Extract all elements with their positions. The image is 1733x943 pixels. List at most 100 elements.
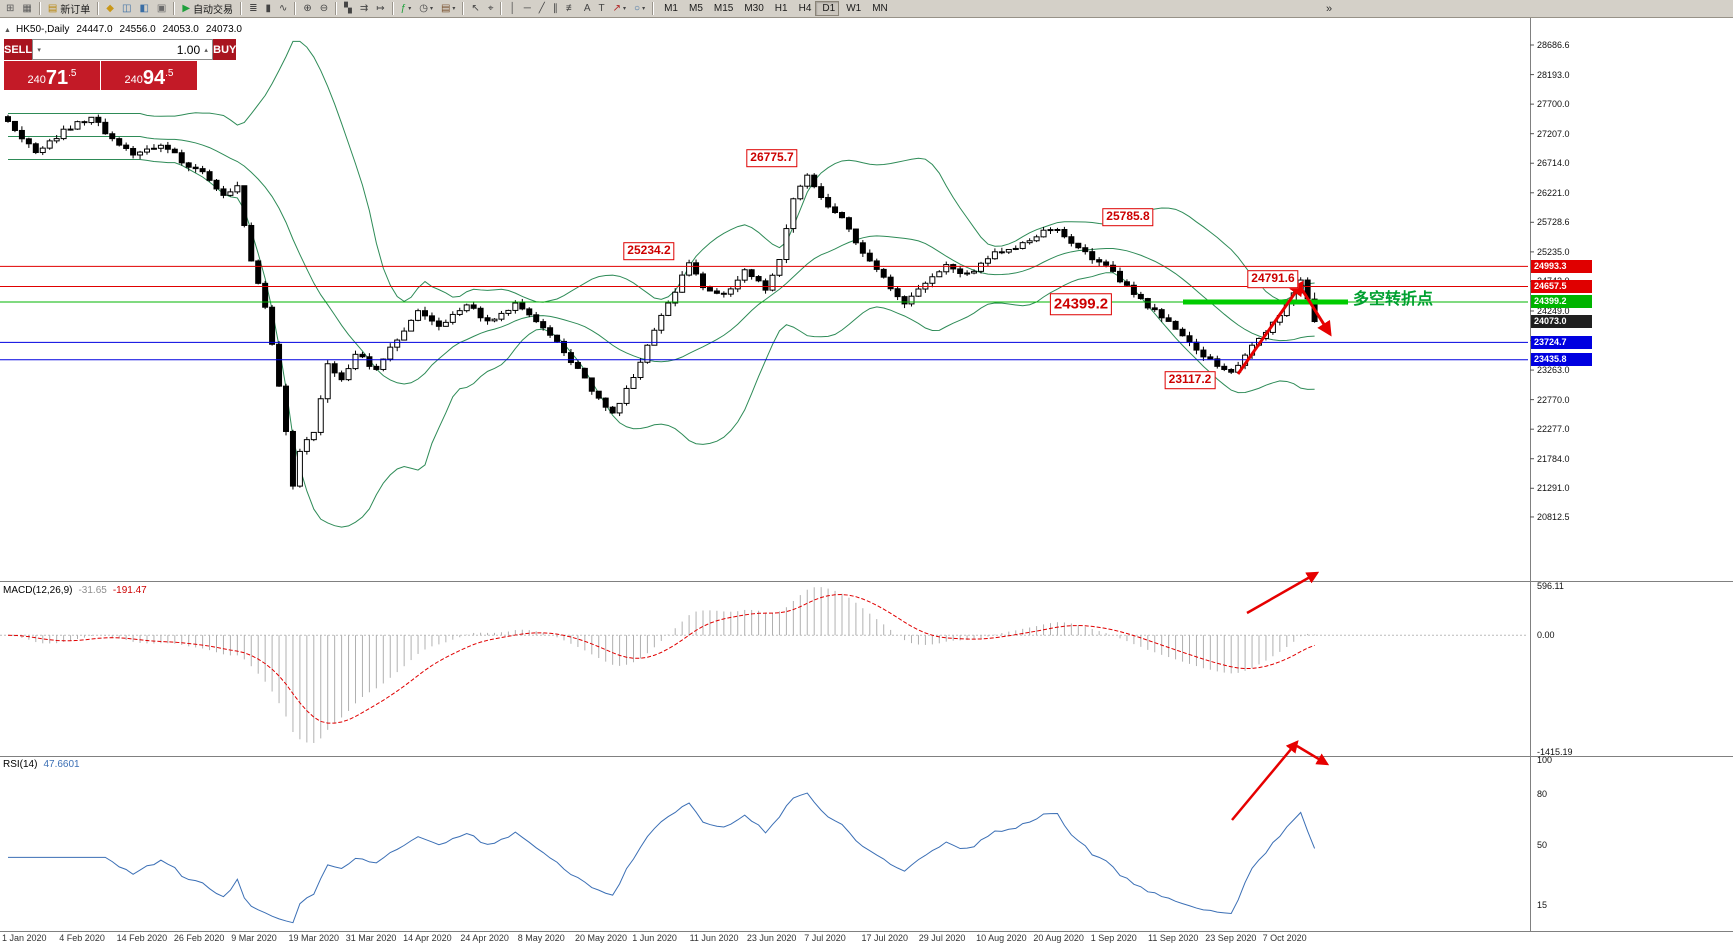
macd-indicator-label: MACD(12,26,9) -31.65 -191.47 [3, 585, 147, 596]
price-callout-25234.2[interactable]: 25234.2 [623, 242, 675, 260]
auto-trading-button[interactable]: ▶ 自动交易 [178, 1, 237, 16]
sell-button[interactable]: SELL [4, 39, 33, 60]
cursor-icon[interactable]: ↖ [467, 1, 483, 16]
price-callout-26775.7[interactable]: 26775.7 [746, 149, 798, 167]
periods-icon[interactable]: ◷ ▾ [415, 1, 437, 16]
tf-m1-button[interactable]: M1 [657, 1, 682, 16]
shapes-icon[interactable]: ○ ▾ [630, 1, 649, 16]
y-axis-label: 24249.0 [1537, 305, 1570, 316]
tf-m5-button[interactable]: M5 [682, 1, 707, 16]
y-axis-label: 27207.0 [1537, 128, 1570, 139]
bid-price-small: 240 [27, 74, 46, 86]
zoom-in-icon[interactable]: ⊕ [299, 1, 315, 16]
candle-body [310, 431, 317, 441]
candle-body [206, 171, 213, 181]
chart-shift-icon[interactable]: ↦ [372, 1, 388, 16]
tf-m30-button[interactable]: M30 [737, 1, 767, 16]
candle-body [929, 276, 936, 284]
tf-h1-button[interactable]: H1 [768, 1, 792, 16]
tile-windows-icon[interactable]: ▚ [340, 1, 356, 16]
volume-input[interactable] [45, 42, 201, 57]
chart-candles-icon[interactable]: ▮ [261, 1, 275, 16]
x-axis-date: 20 May 2020 [575, 933, 628, 943]
terminal-icon[interactable]: ▣ [153, 1, 170, 16]
tf-d1-button[interactable]: D1 [815, 1, 840, 16]
new-order-button[interactable]: ▤ 新订单 [44, 1, 94, 16]
auto-trading-glyph: ▶ [182, 2, 191, 14]
candle-body [658, 314, 665, 331]
candle-body [1165, 317, 1172, 322]
red-arrow-rsi-1[interactable] [1231, 740, 1299, 821]
label-icon[interactable]: T [595, 1, 609, 16]
text-icon[interactable]: A [580, 1, 595, 16]
candle-body [498, 312, 505, 320]
tf-mn-button[interactable]: MN [865, 1, 892, 16]
chart-bars-icon[interactable]: ≣ [245, 1, 261, 16]
fibonacci-icon[interactable]: ≢ [562, 1, 580, 16]
trendline-icon[interactable]: ╱ [535, 1, 549, 16]
price-tag-23724.7: 23724.7 [1531, 335, 1592, 349]
candle-body [741, 269, 748, 281]
chart-line-icon[interactable]: ∿ [275, 1, 291, 16]
red-arrow-rsi-2[interactable] [1296, 744, 1330, 766]
candle-body [665, 302, 672, 316]
channel-icon[interactable]: ∥ [549, 1, 562, 16]
red-arrow-main-1[interactable] [1236, 280, 1304, 375]
arrows-tool-icon[interactable]: ↗ ▾ [609, 1, 630, 16]
candle-body [679, 274, 686, 293]
indicators-icon[interactable]: ƒ ▾ [397, 1, 416, 16]
new-chart-icon[interactable]: ⊞ [2, 1, 18, 16]
candle-body [53, 138, 60, 142]
rsi-axis-label: 50 [1537, 840, 1548, 850]
tf-m15-button[interactable]: M15 [707, 1, 737, 16]
templates-icon[interactable]: ▤ ▾ [437, 1, 459, 16]
zoom-out-icon[interactable]: ⊖ [316, 1, 332, 16]
x-axis-date: 1 Jan 2020 [2, 933, 47, 943]
market-watch-icon[interactable]: ◆ [102, 1, 118, 16]
bid-price-panel[interactable]: 240 71 .5 [4, 61, 100, 90]
volume-decrease-icon[interactable]: ▾ [37, 46, 41, 54]
crosshair-glyph: ⌖ [487, 2, 494, 14]
profiles-icon[interactable]: ▦ [18, 1, 35, 16]
chart-info: HK50-,Daily 24447.0 24556.0 24053.0 2407… [16, 24, 242, 35]
candle-body [901, 296, 908, 305]
red-arrow-main-2[interactable] [1299, 287, 1332, 337]
candle-body [1103, 261, 1110, 266]
data-window-icon[interactable]: ◫ [118, 1, 135, 16]
crosshair-icon[interactable]: ⌖ [484, 1, 498, 16]
horizontal-line-icon[interactable]: ─ [520, 1, 535, 16]
navigator-glyph: ◧ [139, 2, 149, 14]
buy-button[interactable]: BUY [213, 39, 237, 60]
trend-arrows[interactable] [1236, 280, 1332, 375]
candle-body [887, 276, 894, 290]
tf-w1-button[interactable]: W1 [839, 1, 865, 16]
candle-body [790, 198, 797, 230]
ask-price-panel[interactable]: 240 94 .5 [101, 61, 197, 90]
candle-body [303, 439, 310, 452]
turning-point-annotation[interactable]: 多空转折点 [1353, 291, 1434, 308]
candle-body [1019, 242, 1026, 249]
vertical-line-icon[interactable]: │ [505, 1, 519, 16]
price-callout-25785.8[interactable]: 25785.8 [1102, 208, 1154, 226]
auto-scroll-icon[interactable]: ⇉ [356, 1, 372, 16]
price-tag-23435.8: 23435.8 [1531, 353, 1592, 367]
toolbar-overflow-icon[interactable]: » [1326, 2, 1333, 15]
navigator-icon[interactable]: ◧ [135, 1, 152, 16]
price-callout-24399.2[interactable]: 24399.2 [1049, 293, 1113, 315]
one-click-collapse-icon[interactable]: ▲ [4, 27, 11, 34]
candle-body [401, 330, 408, 341]
candle-body [769, 274, 776, 291]
red-arrow-macd[interactable] [1246, 571, 1320, 615]
candle-body [1200, 349, 1207, 358]
candle-body [213, 179, 220, 190]
candle-body [331, 363, 338, 374]
candle-body [67, 128, 74, 131]
chart-bars-glyph: ≣ [249, 2, 258, 14]
price-callout-24791.6[interactable]: 24791.6 [1247, 270, 1299, 288]
price-callout-23117.2[interactable]: 23117.2 [1164, 371, 1216, 389]
volume-increase-icon[interactable]: ▴ [204, 46, 208, 54]
candle-body [185, 162, 192, 168]
tf-h4-button[interactable]: H4 [792, 1, 816, 16]
